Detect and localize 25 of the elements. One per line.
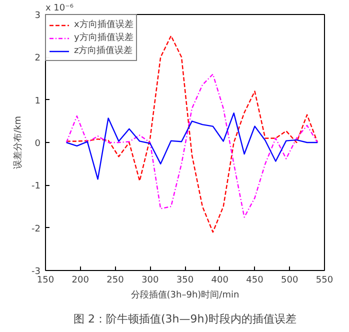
y-tick-label: -2 — [32, 224, 41, 234]
x-tick-label: 500 — [281, 276, 298, 286]
line-series — [66, 112, 318, 180]
caption: 图 2：阶牛顿插值(3h—9h)时段内的插值误差 — [73, 312, 297, 326]
legend-label: y方向插值误差 — [74, 32, 134, 44]
y-tick-label: -1 — [32, 182, 41, 192]
x-tick-label: 300 — [142, 276, 159, 286]
y-tick-label: 3 — [34, 11, 41, 21]
x-axis-title: 分段插值(3h–9h)时间/min — [130, 290, 240, 300]
x-tick-label: 250 — [106, 276, 124, 286]
x-tick-label: 450 — [246, 276, 264, 286]
y-tick-label: 2 — [34, 54, 41, 64]
x-tick-label: 350 — [176, 276, 194, 286]
x-tick-label: 550 — [316, 276, 334, 286]
text: x 10⁻⁶ — [46, 4, 74, 14]
y-tick-label: -3 — [32, 267, 41, 277]
x-tick-label: 150 — [36, 276, 54, 286]
legend-label: x方向插值误差 — [74, 18, 134, 31]
y-tick-label: 1 — [34, 96, 41, 106]
x-tick-label: 200 — [72, 276, 90, 286]
x-tick-label: 400 — [211, 276, 229, 286]
y-axis-title: 误差分布/km — [12, 116, 24, 170]
line-series — [66, 74, 318, 218]
legend-label: z方向插值误差 — [74, 44, 133, 57]
y-tick-label: 0 — [34, 139, 41, 149]
